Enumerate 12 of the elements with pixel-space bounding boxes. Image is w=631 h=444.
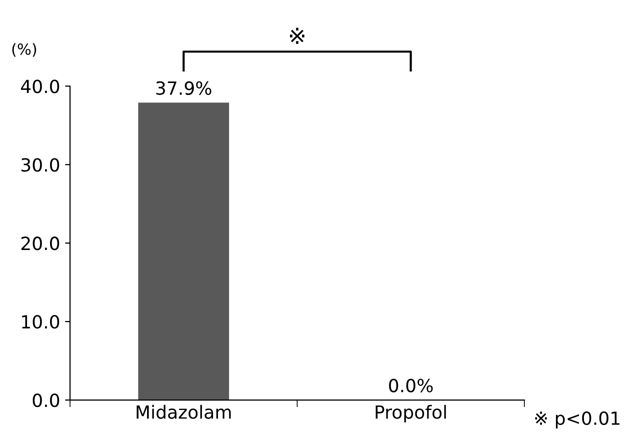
y-axis-title: (%) [12,43,36,57]
y-tick-label: 40.0 [21,80,60,94]
y-tick-label: 0.0 [32,394,60,408]
y-tick-label: 30.0 [21,158,60,172]
text: ※ [290,28,304,44]
data-label: 37.9% [156,81,212,95]
data-label: 0.0% [389,378,433,392]
y-tick-label: 10.0 [22,315,60,329]
x-tick-label: Midazolam [136,404,231,419]
text: ※ p<0.01 [535,411,620,429]
x-tick-label: Propofol [376,404,446,422]
y-tick-label: 20.0 [21,236,60,250]
